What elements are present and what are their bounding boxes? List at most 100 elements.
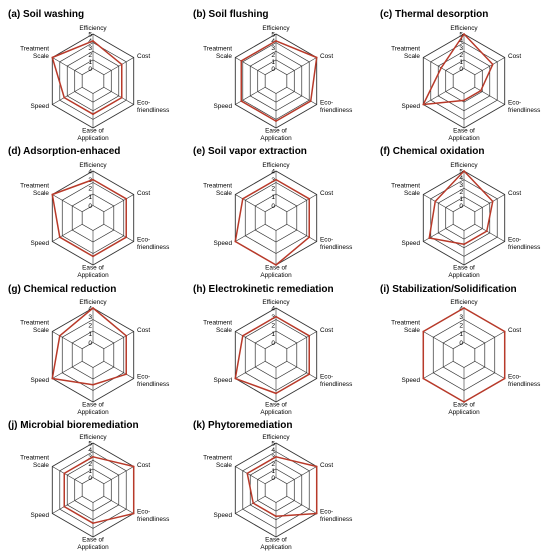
axis-label: Ease of Application	[448, 265, 480, 279]
axis-spoke	[103, 86, 134, 105]
data-point	[491, 200, 494, 203]
axis-spoke	[423, 57, 454, 76]
axis-label: Efficiency	[450, 162, 478, 169]
tick-label: 1	[459, 59, 463, 66]
data-point	[503, 330, 506, 333]
axis-label: Treatment Scale	[20, 320, 49, 334]
tick-label: 0	[88, 66, 92, 73]
data-point	[132, 512, 135, 515]
data-point	[92, 307, 94, 309]
tick-label: 2	[271, 52, 275, 59]
grid-ring	[452, 342, 476, 368]
tick-label: 0	[271, 203, 275, 210]
panel-title: (e) Soil vapor extraction	[193, 146, 307, 157]
axis-label: Ease of Application	[260, 128, 292, 142]
tick-label: 4	[88, 447, 92, 454]
axis-label: Eco-friendliness	[137, 509, 169, 523]
tick-label: 1	[88, 331, 92, 338]
axis-label: Eco-friendliness	[137, 100, 169, 114]
data-point	[92, 113, 94, 116]
axis-label: Ease of Application	[448, 402, 480, 416]
grid-ring	[81, 205, 105, 231]
grid-ring	[264, 342, 288, 368]
axis-spoke	[286, 360, 317, 379]
axis-label: Cost	[320, 190, 333, 197]
tick-label: 4	[271, 447, 275, 454]
data-point	[92, 455, 94, 458]
axis-spoke	[52, 331, 83, 350]
grid-ring	[81, 68, 105, 94]
axis-label: Speed	[402, 103, 421, 110]
axis-label: Cost	[508, 53, 521, 60]
tick-label: 2	[459, 52, 463, 59]
axis-spoke	[235, 331, 266, 350]
data-point	[463, 401, 465, 403]
axis-label: Eco-friendliness	[320, 237, 352, 251]
data-point	[234, 240, 237, 243]
axis-label: Treatment Scale	[203, 455, 232, 469]
grid-ring	[81, 477, 105, 503]
axis-spoke	[235, 360, 266, 379]
tick-label: 2	[88, 461, 92, 468]
data-point	[463, 170, 465, 172]
data-point	[315, 56, 318, 59]
data-point	[92, 178, 94, 181]
axis-label: Treatment Scale	[20, 46, 49, 60]
axis-label: Ease of Application	[77, 537, 109, 551]
panel-title: (a) Soil washing	[8, 9, 84, 20]
axis-spoke	[235, 57, 266, 76]
panel-title: (j) Microbial bioremediation	[8, 420, 139, 431]
tick-label: 3	[459, 45, 463, 52]
radar-panel-1: (a) Soil washing012345EfficiencyCostEco-…	[8, 9, 169, 142]
data-point	[275, 40, 277, 42]
tick-label: 2	[459, 323, 463, 330]
data-point	[51, 377, 54, 380]
axis-spoke	[103, 194, 134, 213]
panel-title: (i) Stabilization/Solidification	[380, 284, 517, 295]
axis-spoke	[235, 194, 266, 213]
tick-label: 5	[88, 440, 92, 447]
tick-label: 1	[459, 331, 463, 338]
data-point	[240, 60, 243, 62]
data-point	[275, 120, 277, 122]
tick-label: 0	[459, 340, 463, 347]
axis-label: Treatment Scale	[20, 183, 49, 197]
tick-label: 2	[88, 323, 92, 330]
axis-label: Cost	[137, 53, 150, 60]
axis-spoke	[474, 194, 505, 213]
axis-label: Treatment Scale	[391, 46, 420, 60]
panel-title: (g) Chemical reduction	[8, 284, 116, 295]
data-point	[252, 502, 255, 505]
tick-label: 1	[271, 331, 275, 338]
tick-label: 5	[459, 31, 463, 38]
data-point	[491, 63, 494, 66]
tick-label: 4	[271, 305, 275, 312]
axis-label: Cost	[137, 462, 150, 469]
axis-label: Speed	[214, 240, 233, 247]
axis-label: Eco-friendliness	[508, 374, 540, 388]
axis-label: Eco-friendliness	[508, 100, 540, 114]
grid-ring	[264, 68, 288, 94]
axis-label: Speed	[214, 377, 233, 384]
panel-title: (h) Electrokinetic remediation	[193, 284, 334, 295]
axis-label: Cost	[508, 327, 521, 334]
data-point	[125, 373, 128, 376]
axis-spoke	[423, 360, 454, 379]
axis-label: Speed	[402, 377, 421, 384]
data-point	[240, 100, 243, 102]
axis-label: Speed	[31, 240, 50, 247]
axis-label: Efficiency	[262, 162, 290, 169]
axis-label: Ease of Application	[448, 128, 480, 142]
panel-title: (c) Thermal desorption	[380, 9, 488, 20]
axis-label: Speed	[31, 103, 50, 110]
tick-label: 0	[459, 203, 463, 210]
axis-spoke	[423, 194, 454, 213]
axis-spoke	[286, 223, 317, 242]
axis-label: Efficiency	[262, 434, 290, 441]
axis-label: Eco-friendliness	[137, 237, 169, 251]
tick-label: 1	[459, 196, 463, 203]
axis-spoke	[103, 495, 134, 514]
data-point	[125, 334, 128, 337]
axis-spoke	[474, 86, 505, 105]
